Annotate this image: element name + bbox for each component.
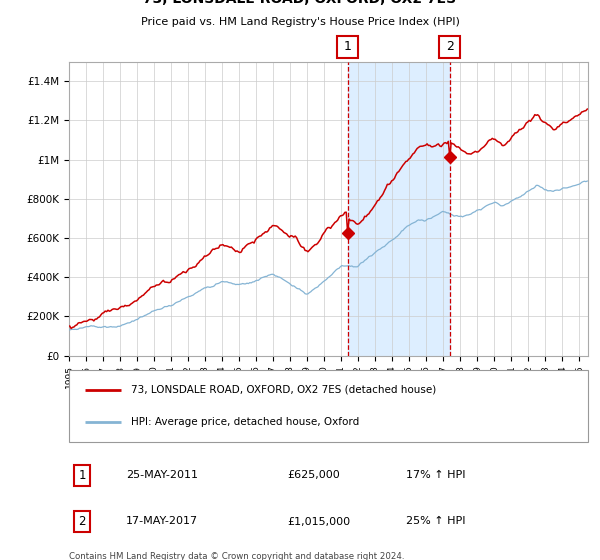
Bar bbox=[337, 36, 358, 58]
Text: 73, LONSDALE ROAD, OXFORD, OX2 7ES: 73, LONSDALE ROAD, OXFORD, OX2 7ES bbox=[143, 0, 457, 6]
Bar bbox=[439, 36, 460, 58]
Text: £1,015,000: £1,015,000 bbox=[287, 516, 350, 526]
Text: 17-MAY-2017: 17-MAY-2017 bbox=[126, 516, 198, 526]
Text: 1: 1 bbox=[78, 469, 86, 482]
Bar bbox=[347, 62, 450, 356]
Text: 25% ↑ HPI: 25% ↑ HPI bbox=[406, 516, 466, 526]
Text: HPI: Average price, detached house, Oxford: HPI: Average price, detached house, Oxfo… bbox=[131, 417, 359, 427]
Text: 2: 2 bbox=[78, 515, 86, 528]
Text: 25-MAY-2011: 25-MAY-2011 bbox=[126, 470, 198, 480]
Text: 2: 2 bbox=[446, 40, 454, 53]
Text: Contains HM Land Registry data © Crown copyright and database right 2024.
This d: Contains HM Land Registry data © Crown c… bbox=[69, 552, 404, 560]
Text: 73, LONSDALE ROAD, OXFORD, OX2 7ES (detached house): 73, LONSDALE ROAD, OXFORD, OX2 7ES (deta… bbox=[131, 385, 437, 395]
Text: £625,000: £625,000 bbox=[287, 470, 340, 480]
Text: 1: 1 bbox=[344, 40, 352, 53]
Text: Price paid vs. HM Land Registry's House Price Index (HPI): Price paid vs. HM Land Registry's House … bbox=[140, 17, 460, 27]
Text: 17% ↑ HPI: 17% ↑ HPI bbox=[406, 470, 466, 480]
